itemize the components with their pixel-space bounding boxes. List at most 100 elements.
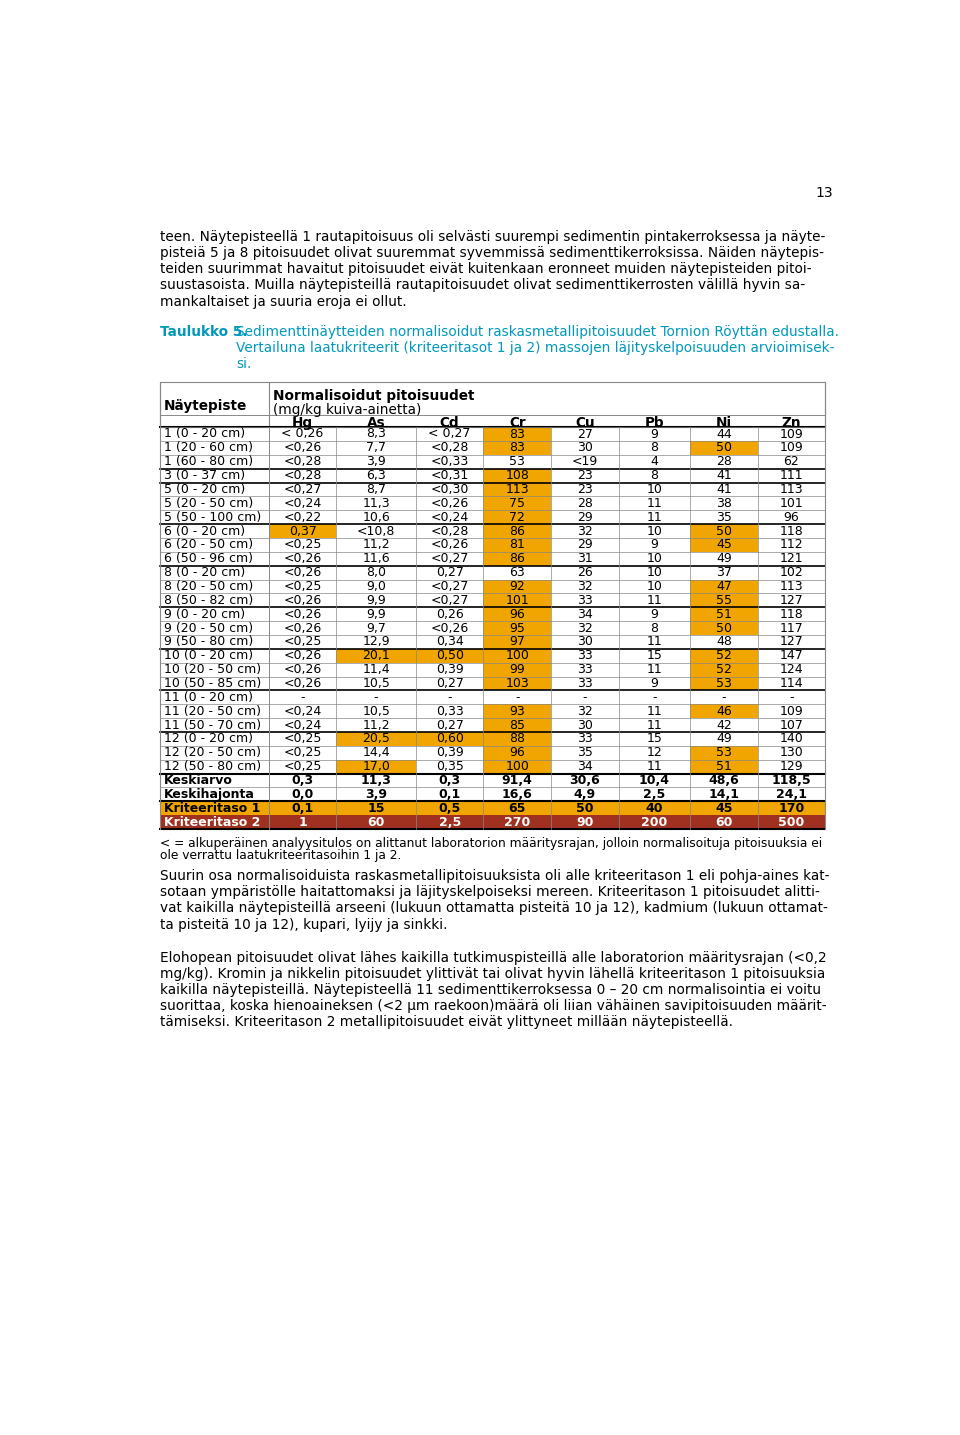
Text: 29: 29: [577, 511, 592, 524]
Text: <0,25: <0,25: [283, 636, 322, 649]
Text: 8: 8: [650, 469, 659, 482]
Bar: [160, 788, 826, 801]
Text: 88: 88: [509, 732, 525, 745]
Bar: [160, 621, 826, 634]
Text: < = alkuperäinen analyysitulos on alittanut laboratorion määritysrajan, jolloin : < = alkuperäinen analyysitulos on alitta…: [160, 837, 823, 850]
Text: <0,25: <0,25: [283, 732, 322, 745]
Bar: [160, 482, 826, 497]
Text: 3 (0 - 37 cm): 3 (0 - 37 cm): [164, 469, 246, 482]
Text: 6,3: 6,3: [367, 469, 386, 482]
Text: 0,39: 0,39: [436, 746, 464, 759]
Bar: [484, 482, 551, 497]
Text: <0,26: <0,26: [283, 565, 322, 580]
Text: <0,26: <0,26: [283, 442, 322, 455]
Text: <0,28: <0,28: [430, 442, 468, 455]
Text: 8: 8: [650, 621, 659, 634]
Text: -: -: [583, 690, 587, 703]
Text: 118,5: 118,5: [772, 773, 811, 786]
Text: 15: 15: [368, 802, 385, 815]
Text: 0,33: 0,33: [436, 705, 464, 718]
Bar: [160, 441, 826, 455]
Text: 0,50: 0,50: [436, 649, 464, 663]
Text: -: -: [300, 690, 305, 703]
Text: Näytepiste: Näytepiste: [164, 399, 248, 413]
Text: 10,4: 10,4: [638, 773, 670, 786]
Text: 9,9: 9,9: [367, 594, 386, 607]
Text: <0,26: <0,26: [283, 677, 322, 690]
Text: 10,5: 10,5: [362, 677, 390, 690]
Text: 53: 53: [716, 677, 732, 690]
Text: 46: 46: [716, 705, 732, 718]
Text: suustasoista. Muilla näytepisteillä rautapitoisuudet olivat sedimenttikerrosten : suustasoista. Muilla näytepisteillä raut…: [160, 278, 805, 293]
Text: 37: 37: [716, 565, 732, 580]
Text: 9 (0 - 20 cm): 9 (0 - 20 cm): [164, 607, 246, 621]
Text: 8,7: 8,7: [366, 484, 386, 497]
Text: Kriteeritaso 1: Kriteeritaso 1: [164, 802, 260, 815]
Text: <0,26: <0,26: [283, 607, 322, 621]
Text: 8 (50 - 82 cm): 8 (50 - 82 cm): [164, 594, 253, 607]
Bar: [160, 759, 826, 773]
Text: 8 (0 - 20 cm): 8 (0 - 20 cm): [164, 565, 246, 580]
Bar: [160, 552, 826, 565]
Text: 12: 12: [646, 746, 662, 759]
Text: 101: 101: [505, 594, 529, 607]
Text: 41: 41: [716, 469, 732, 482]
Text: <0,26: <0,26: [430, 538, 468, 551]
Text: 12 (0 - 20 cm): 12 (0 - 20 cm): [164, 732, 253, 745]
Bar: [484, 469, 551, 482]
Text: pisteiä 5 ja 8 pitoisuudet olivat suuremmat syvemmissä sedimenttikerroksissa. Nä: pisteiä 5 ja 8 pitoisuudet olivat suurem…: [160, 247, 825, 260]
Text: 10 (0 - 20 cm): 10 (0 - 20 cm): [164, 649, 253, 663]
Text: 53: 53: [509, 455, 525, 468]
Bar: [690, 538, 757, 552]
Text: Keskiarvo: Keskiarvo: [164, 773, 233, 786]
Bar: [484, 524, 551, 538]
Bar: [484, 746, 551, 759]
Text: 10: 10: [646, 484, 662, 497]
Text: 10 (50 - 85 cm): 10 (50 - 85 cm): [164, 677, 261, 690]
Text: 38: 38: [716, 497, 732, 509]
Text: 50: 50: [576, 802, 593, 815]
Text: <19: <19: [571, 455, 598, 468]
Text: 11,2: 11,2: [362, 719, 390, 732]
Text: 100: 100: [505, 761, 529, 773]
Text: 30,6: 30,6: [569, 773, 600, 786]
Text: 26: 26: [577, 565, 592, 580]
Bar: [484, 607, 551, 621]
Text: 30: 30: [577, 719, 592, 732]
Text: 117: 117: [780, 621, 804, 634]
Text: <0,24: <0,24: [430, 511, 468, 524]
Text: <0,24: <0,24: [283, 497, 322, 509]
Bar: [160, 663, 826, 676]
Text: 107: 107: [780, 719, 804, 732]
Text: 109: 109: [780, 428, 804, 441]
Text: 11: 11: [646, 719, 662, 732]
Bar: [160, 801, 826, 815]
Text: 83: 83: [509, 428, 525, 441]
Text: 5 (50 - 100 cm): 5 (50 - 100 cm): [164, 511, 261, 524]
Text: 50: 50: [716, 621, 732, 634]
Text: 121: 121: [780, 552, 804, 565]
Text: 27: 27: [577, 428, 592, 441]
Text: 96: 96: [783, 511, 800, 524]
Text: 96: 96: [510, 607, 525, 621]
Text: 11: 11: [646, 497, 662, 509]
Text: 10,5: 10,5: [362, 705, 390, 718]
Text: 8,0: 8,0: [366, 565, 386, 580]
Text: 5 (20 - 50 cm): 5 (20 - 50 cm): [164, 497, 253, 509]
Text: 0,37: 0,37: [289, 525, 317, 538]
Text: < 0,27: < 0,27: [428, 428, 470, 441]
Text: 4,9: 4,9: [574, 788, 596, 801]
Text: ole verrattu laatukriteeritasoihin 1 ja 2.: ole verrattu laatukriteeritasoihin 1 ja …: [160, 850, 401, 862]
Text: 11: 11: [646, 705, 662, 718]
Text: 12 (20 - 50 cm): 12 (20 - 50 cm): [164, 746, 261, 759]
Text: 9: 9: [651, 428, 659, 441]
Bar: [690, 676, 757, 690]
Text: 100: 100: [505, 649, 529, 663]
Text: 97: 97: [509, 636, 525, 649]
Text: 10: 10: [646, 565, 662, 580]
Text: 111: 111: [780, 469, 804, 482]
Bar: [160, 746, 826, 759]
Text: 11 (20 - 50 cm): 11 (20 - 50 cm): [164, 705, 261, 718]
Text: -: -: [515, 690, 519, 703]
Text: <0,26: <0,26: [283, 649, 322, 663]
